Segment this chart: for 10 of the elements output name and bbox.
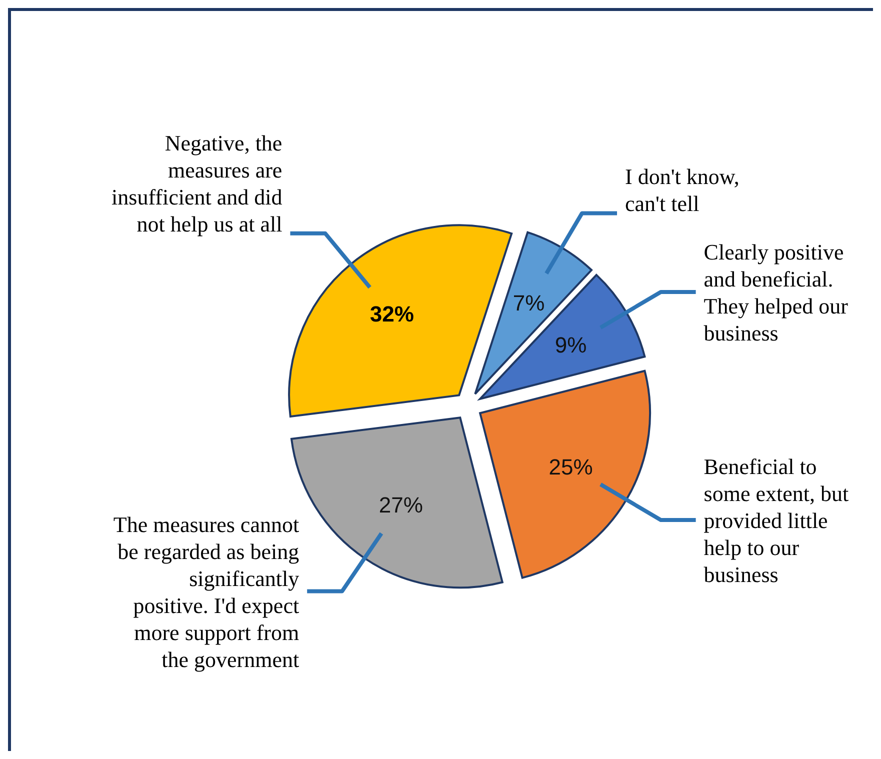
slice-label: I don't know, can't tell [625,164,740,216]
data-label: 32% [370,302,414,326]
slice-label: Negative, the measures are insufficient and did not help us at all [112,130,282,236]
data-label: 27% [378,492,423,518]
slice-label: The measures cannot be regarded as being significantly positive. I'd expect more support from the government [113,511,300,672]
slice-label: Clearly positive and beneficial. They helped our business [704,238,849,345]
data-label: 7% [512,290,545,316]
slice-label: Beneficial to some extent, but provided little help to our business [704,454,849,587]
data-label: 9% [554,332,587,358]
data-label: 25% [548,454,593,480]
